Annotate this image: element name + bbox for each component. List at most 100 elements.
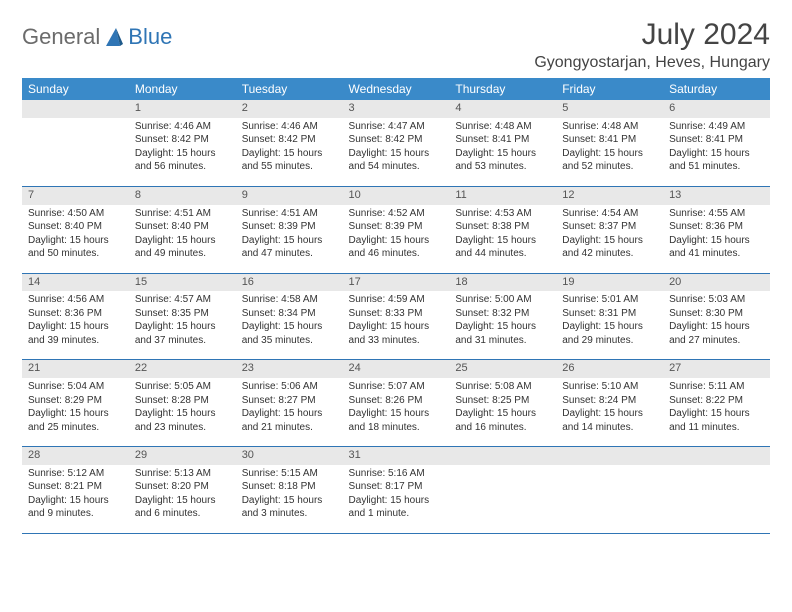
day-number: 19 bbox=[556, 274, 663, 292]
day2-text: and 37 minutes. bbox=[135, 335, 230, 348]
day1-text: Daylight: 15 hours bbox=[349, 321, 444, 334]
day-body: Sunrise: 5:16 AMSunset: 8:17 PMDaylight:… bbox=[343, 465, 450, 533]
sunset-text: Sunset: 8:33 PM bbox=[349, 308, 444, 321]
day2-text: and 35 minutes. bbox=[242, 335, 337, 348]
day2-text: and 46 minutes. bbox=[349, 248, 444, 261]
day-body: Sunrise: 5:12 AMSunset: 8:21 PMDaylight:… bbox=[22, 465, 129, 533]
sunset-text: Sunset: 8:31 PM bbox=[562, 308, 657, 321]
day-number-empty bbox=[663, 447, 770, 465]
sunset-text: Sunset: 8:36 PM bbox=[28, 308, 123, 321]
day2-text: and 47 minutes. bbox=[242, 248, 337, 261]
title-block: July 2024 Gyongyostarjan, Heves, Hungary bbox=[534, 18, 770, 72]
sunrise-text: Sunrise: 4:49 AM bbox=[669, 121, 764, 134]
day2-text: and 27 minutes. bbox=[669, 335, 764, 348]
day-body: Sunrise: 4:46 AMSunset: 8:42 PMDaylight:… bbox=[129, 118, 236, 186]
day-body: Sunrise: 4:50 AMSunset: 8:40 PMDaylight:… bbox=[22, 205, 129, 273]
day-number: 31 bbox=[343, 447, 450, 465]
sunset-text: Sunset: 8:34 PM bbox=[242, 308, 337, 321]
day-body-empty bbox=[663, 465, 770, 533]
day-number: 13 bbox=[663, 187, 770, 205]
logo-text-general: General bbox=[22, 24, 100, 50]
sunset-text: Sunset: 8:20 PM bbox=[135, 481, 230, 494]
sunset-text: Sunset: 8:39 PM bbox=[349, 221, 444, 234]
day-number: 17 bbox=[343, 274, 450, 292]
weekday-header: Saturday bbox=[663, 78, 770, 100]
day-body: Sunrise: 5:01 AMSunset: 8:31 PMDaylight:… bbox=[556, 291, 663, 359]
day1-text: Daylight: 15 hours bbox=[28, 408, 123, 421]
day1-text: Daylight: 15 hours bbox=[669, 235, 764, 248]
sunrise-text: Sunrise: 4:54 AM bbox=[562, 208, 657, 221]
day1-text: Daylight: 15 hours bbox=[349, 148, 444, 161]
calendar-body: 1Sunrise: 4:46 AMSunset: 8:42 PMDaylight… bbox=[22, 100, 770, 533]
calendar-day-cell: 26Sunrise: 5:10 AMSunset: 8:24 PMDayligh… bbox=[556, 360, 663, 447]
day1-text: Daylight: 15 hours bbox=[455, 148, 550, 161]
day2-text: and 39 minutes. bbox=[28, 335, 123, 348]
calendar-day-cell: 29Sunrise: 5:13 AMSunset: 8:20 PMDayligh… bbox=[129, 447, 236, 534]
sunrise-text: Sunrise: 4:55 AM bbox=[669, 208, 764, 221]
day1-text: Daylight: 15 hours bbox=[135, 408, 230, 421]
sunrise-text: Sunrise: 4:51 AM bbox=[135, 208, 230, 221]
day1-text: Daylight: 15 hours bbox=[28, 321, 123, 334]
day-number-empty bbox=[556, 447, 663, 465]
calendar-day-cell: 23Sunrise: 5:06 AMSunset: 8:27 PMDayligh… bbox=[236, 360, 343, 447]
sunrise-text: Sunrise: 4:58 AM bbox=[242, 294, 337, 307]
day2-text: and 29 minutes. bbox=[562, 335, 657, 348]
day-number: 30 bbox=[236, 447, 343, 465]
calendar-day-cell: 30Sunrise: 5:15 AMSunset: 8:18 PMDayligh… bbox=[236, 447, 343, 534]
day-body-empty bbox=[22, 118, 129, 186]
calendar-day-cell bbox=[449, 447, 556, 534]
day-number: 10 bbox=[343, 187, 450, 205]
day-body: Sunrise: 4:51 AMSunset: 8:39 PMDaylight:… bbox=[236, 205, 343, 273]
sunrise-text: Sunrise: 4:52 AM bbox=[349, 208, 444, 221]
day-number: 14 bbox=[22, 274, 129, 292]
day2-text: and 9 minutes. bbox=[28, 508, 123, 521]
day-body: Sunrise: 4:48 AMSunset: 8:41 PMDaylight:… bbox=[556, 118, 663, 186]
calendar-week-row: 14Sunrise: 4:56 AMSunset: 8:36 PMDayligh… bbox=[22, 273, 770, 360]
location: Gyongyostarjan, Heves, Hungary bbox=[534, 54, 770, 72]
calendar-day-cell: 15Sunrise: 4:57 AMSunset: 8:35 PMDayligh… bbox=[129, 273, 236, 360]
day2-text: and 41 minutes. bbox=[669, 248, 764, 261]
calendar-day-cell: 8Sunrise: 4:51 AMSunset: 8:40 PMDaylight… bbox=[129, 186, 236, 273]
day1-text: Daylight: 15 hours bbox=[135, 148, 230, 161]
day-number: 12 bbox=[556, 187, 663, 205]
day-number: 6 bbox=[663, 100, 770, 118]
sunset-text: Sunset: 8:36 PM bbox=[669, 221, 764, 234]
day-body: Sunrise: 4:48 AMSunset: 8:41 PMDaylight:… bbox=[449, 118, 556, 186]
calendar-table: SundayMondayTuesdayWednesdayThursdayFrid… bbox=[22, 78, 770, 534]
day1-text: Daylight: 15 hours bbox=[349, 235, 444, 248]
sunrise-text: Sunrise: 5:05 AM bbox=[135, 381, 230, 394]
day1-text: Daylight: 15 hours bbox=[242, 321, 337, 334]
calendar-header-row: SundayMondayTuesdayWednesdayThursdayFrid… bbox=[22, 78, 770, 100]
calendar-day-cell bbox=[22, 100, 129, 186]
sunrise-text: Sunrise: 5:13 AM bbox=[135, 468, 230, 481]
calendar-day-cell: 9Sunrise: 4:51 AMSunset: 8:39 PMDaylight… bbox=[236, 186, 343, 273]
day-body: Sunrise: 5:13 AMSunset: 8:20 PMDaylight:… bbox=[129, 465, 236, 533]
calendar-day-cell: 25Sunrise: 5:08 AMSunset: 8:25 PMDayligh… bbox=[449, 360, 556, 447]
day-body: Sunrise: 5:06 AMSunset: 8:27 PMDaylight:… bbox=[236, 378, 343, 446]
day-body: Sunrise: 5:03 AMSunset: 8:30 PMDaylight:… bbox=[663, 291, 770, 359]
day2-text: and 44 minutes. bbox=[455, 248, 550, 261]
day1-text: Daylight: 15 hours bbox=[242, 408, 337, 421]
day1-text: Daylight: 15 hours bbox=[455, 235, 550, 248]
day-number-empty bbox=[449, 447, 556, 465]
sunset-text: Sunset: 8:42 PM bbox=[242, 134, 337, 147]
day-number: 20 bbox=[663, 274, 770, 292]
day-number: 27 bbox=[663, 360, 770, 378]
calendar-day-cell: 10 Sunrise: 4:52 AMSunset: 8:39 PMDayligh… bbox=[343, 186, 450, 273]
day1-text: Daylight: 15 hours bbox=[669, 148, 764, 161]
calendar-day-cell: 21Sunrise: 5:04 AMSunset: 8:29 PMDayligh… bbox=[22, 360, 129, 447]
day2-text: and 16 minutes. bbox=[455, 422, 550, 435]
day2-text: and 51 minutes. bbox=[669, 161, 764, 174]
weekday-header: Tuesday bbox=[236, 78, 343, 100]
day2-text: and 23 minutes. bbox=[135, 422, 230, 435]
sunrise-text: Sunrise: 5:04 AM bbox=[28, 381, 123, 394]
calendar-day-cell: 28Sunrise: 5:12 AMSunset: 8:21 PMDayligh… bbox=[22, 447, 129, 534]
sunset-text: Sunset: 8:27 PM bbox=[242, 395, 337, 408]
calendar-week-row: 21Sunrise: 5:04 AMSunset: 8:29 PMDayligh… bbox=[22, 360, 770, 447]
day-body: Sunrise: 5:15 AMSunset: 8:18 PMDaylight:… bbox=[236, 465, 343, 533]
calendar-day-cell: 13 Sunrise: 4:55 AMSunset: 8:36 PMDayligh… bbox=[663, 186, 770, 273]
sunset-text: Sunset: 8:41 PM bbox=[562, 134, 657, 147]
logo: General Blue bbox=[22, 24, 172, 50]
day-number: 2 bbox=[236, 100, 343, 118]
day2-text: and 52 minutes. bbox=[562, 161, 657, 174]
